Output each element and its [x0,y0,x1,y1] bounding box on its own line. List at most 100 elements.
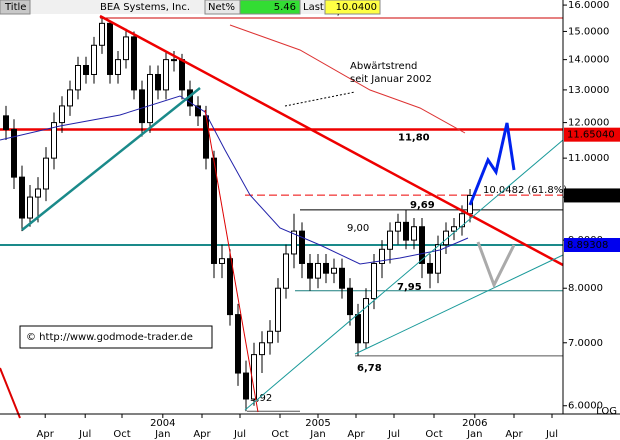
candle-body [195,105,201,117]
price-tag-label: 8.89308 [567,240,608,251]
candle-body [51,122,57,159]
candle-body [67,89,73,107]
price-tag-label: 10.0400 [567,190,608,201]
candle-body [219,258,225,264]
candle-body [299,230,305,264]
x-tick-label: Jan [154,429,170,440]
level-label: 9,00 [347,223,369,234]
candle-body [427,262,433,274]
candle-body [131,36,137,91]
candle-body [171,59,177,62]
candle-body [395,221,401,232]
candle-body [323,262,329,274]
candle-body [451,226,457,232]
candle-body [235,314,241,374]
x-tick-label: Oct [425,429,442,440]
candle-body [307,262,313,279]
candle-body [443,230,449,246]
annotation: Abwärtstrend [350,61,417,72]
price-tag [564,188,620,203]
candle-body [211,157,217,264]
trend-lines [0,14,564,419]
candle-body [83,65,89,75]
tab[interactable] [0,0,31,15]
candle-body [139,89,145,124]
candle-body [243,372,249,400]
price-tag-label: 11.65040 [567,130,615,141]
y-tick-label: 11.0000 [568,153,609,164]
x-tick-label: Jan [466,429,482,440]
candle-body [227,258,233,316]
candle-body [27,196,33,219]
candle-body [355,314,361,344]
scale-label: LOG [596,406,617,417]
level-label: 5,92 [250,393,272,404]
candle-body [411,226,417,241]
candle-body [123,36,129,61]
candle-body [155,73,161,91]
y-tick-label: 8.0000 [568,283,603,294]
net-label: Net% [208,2,235,13]
candle-body [315,262,321,279]
candle-body [43,157,49,190]
y-tick-label: 15.0000 [568,26,609,37]
y-tick-label: 16.0000 [568,0,609,11]
candle-body [387,230,393,250]
candle-body [363,298,369,344]
uptrend-line [244,139,564,411]
copyright-box [19,325,213,349]
price-tag [564,127,620,142]
tab-label: Title [4,2,26,13]
price-tag [564,237,620,252]
year-label: 2005 [305,418,330,429]
candle-body [99,22,105,46]
level-label: 7,95 [397,282,422,293]
last-value-box [324,0,381,15]
candle-body [91,44,97,75]
y-tick-label: 7.0000 [568,338,603,349]
candle-body [331,267,337,274]
candle-body [3,115,9,130]
x-tick-label: Jul [387,429,400,440]
downtrend-line [99,14,564,267]
uptrend-line [354,254,564,355]
candle-body [291,230,297,255]
x-tick-label: Jul [78,429,91,440]
copyright: © http://www.godmode-trader.de [26,332,193,343]
y-tick-label: 6.0000 [568,401,603,412]
net-value-box [239,0,301,15]
x-tick-label: Oct [113,429,130,440]
candle-body [259,342,265,356]
x-tick-label: Oct [271,429,288,440]
candle-body [35,188,41,198]
x-tick-label: Jul [233,429,246,440]
chart-title: BEA Systems, Inc. [100,2,190,13]
y-tick-label: 14.0000 [568,55,609,66]
candle-body [459,213,465,228]
x-tick-label: Jan [309,429,325,440]
x-tick-label: Jul [545,429,558,440]
candle-body [115,59,121,75]
candle-body [11,128,17,178]
y-tick-label: 13.0000 [568,85,609,96]
annotation: seit Januar 2002 [350,74,432,85]
x-tick-label: Apr [37,429,55,440]
last-label: Last [303,2,324,13]
candle-body [147,73,153,124]
candle-body [419,226,425,264]
level-label: 11,80 [398,132,430,143]
candle-body [275,287,281,332]
candle-body [19,176,25,219]
x-tick-label: Apr [347,429,365,440]
steep-trend-line [204,109,259,413]
candle-body [203,115,209,159]
projection-down [476,241,516,289]
year-label: 2006 [462,418,487,429]
candle-body [75,65,81,91]
net-value: 5.46 [274,2,296,13]
candle-body [59,105,65,124]
candle-body [283,253,289,289]
x-tick-label: Apr [505,429,523,440]
